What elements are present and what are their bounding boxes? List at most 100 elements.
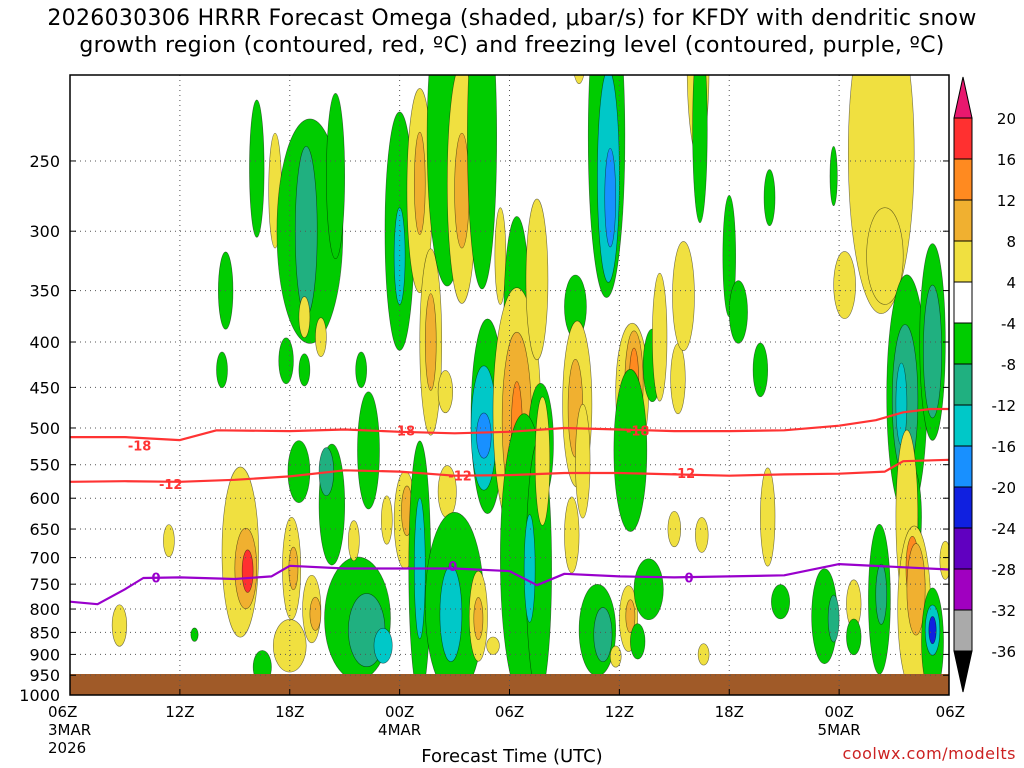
chart-title-line-1: 2026030306 HRRR Forecast Omega (shaded, … <box>47 6 977 31</box>
omega-cell <box>728 280 748 344</box>
colorbar-swatch <box>953 240 973 283</box>
y-axis: 250 300 350 400 450 500 550 600 650 700 750 800 850 9… <box>19 152 949 705</box>
omega-cell <box>866 207 904 305</box>
omega-cell <box>827 594 840 643</box>
colorbar-swatch <box>953 527 973 570</box>
omega-cell <box>486 636 500 655</box>
colorbar-label: -8 <box>1001 356 1016 374</box>
colorbar-label: -28 <box>992 561 1017 579</box>
x-tick-label: 06Z <box>48 703 77 721</box>
colorbar-label: 4 <box>1006 274 1016 292</box>
colorbar-swatch <box>953 363 973 406</box>
contour-label: -12 <box>672 467 696 482</box>
omega-cell <box>163 524 175 558</box>
colorbar-label: -20 <box>992 479 1017 497</box>
y-tick-label: 300 <box>29 222 60 241</box>
x-tick-label: 18Z <box>275 703 304 721</box>
contour-label: -18 <box>626 424 650 439</box>
grid-lines <box>70 75 949 695</box>
colorbar-label: 12 <box>997 192 1016 210</box>
omega-cell <box>467 75 497 290</box>
omega-cell <box>437 370 454 414</box>
omega-cell <box>413 131 426 235</box>
colorbar-label: -24 <box>992 520 1017 538</box>
omega-cell <box>604 148 617 248</box>
x-tick-label: 06Z <box>936 703 965 721</box>
y-tick-label: 900 <box>29 645 60 664</box>
colorbar-swatch <box>953 404 973 447</box>
omega-cell <box>278 337 294 385</box>
omega-cell <box>288 546 299 591</box>
y-tick-label: 800 <box>29 600 60 619</box>
omega-cell <box>697 643 710 666</box>
omega-cell <box>692 75 708 224</box>
y-tick-label: 250 <box>29 152 60 171</box>
omega-cell <box>523 514 536 623</box>
omega-cell <box>473 597 484 641</box>
omega-cell <box>633 558 664 621</box>
omega-cell <box>763 169 776 227</box>
x-axis-title: Forecast Time (UTC) <box>421 746 603 767</box>
y-tick-label: 450 <box>29 378 60 397</box>
contour-0C <box>70 562 949 606</box>
omega-cell <box>906 543 926 636</box>
contour-label: -18 <box>128 439 152 454</box>
chart-title-line-2: growth region (contoured, red, ºC) and f… <box>79 33 945 58</box>
contour--12C <box>70 458 949 483</box>
source-credit: coolwx.com/modelts <box>842 744 1016 763</box>
omega-cell <box>760 467 776 567</box>
omega-cell <box>287 440 311 503</box>
omega-cell <box>928 616 937 645</box>
colorbar-legend: 20 16 12 8 4 -4 -8 -12 -16 -20 -24 -28 -32 -36 <box>953 76 1017 693</box>
y-tick-label: 350 <box>29 282 60 301</box>
colorbar-bottom-triangle <box>953 650 973 693</box>
contour-label: 0 <box>448 560 457 575</box>
colorbar-swatch <box>953 322 973 365</box>
colorbar-swatch <box>953 609 973 652</box>
omega-cell <box>593 607 613 663</box>
contour-labels: -18 -18 -18 -12 -12 -12 0 0 0 <box>128 424 696 586</box>
omega-cell <box>829 146 838 207</box>
omega-cell <box>667 510 682 548</box>
omega-cell <box>672 241 695 351</box>
colorbar-label: 16 <box>997 151 1016 169</box>
omega-cell <box>249 99 265 238</box>
x-tick-label: 00Z <box>385 703 414 721</box>
omega-cell <box>326 93 345 260</box>
omega-cell <box>609 645 622 668</box>
omega-cell <box>348 520 360 562</box>
omega-cell <box>534 396 551 526</box>
omega-shading <box>111 75 949 695</box>
omega-cell <box>111 604 128 647</box>
omega-cell <box>494 207 507 305</box>
colorbar-label: 8 <box>1006 233 1016 251</box>
omega-cell <box>771 584 790 620</box>
y-tick-label: 500 <box>29 419 60 438</box>
omega-cell <box>875 563 888 625</box>
contour--18C <box>70 407 949 442</box>
contour-label: -18 <box>392 424 416 439</box>
colorbar-swatch <box>953 568 973 611</box>
omega-cell <box>373 627 393 664</box>
omega-cell <box>613 368 648 532</box>
x-tick-date: 3MAR <box>48 721 91 739</box>
omega-cell <box>294 146 318 317</box>
y-tick-label: 850 <box>29 623 60 642</box>
omega-cell <box>670 343 686 415</box>
omega-cell <box>846 618 862 656</box>
colorbar-label: -36 <box>992 643 1017 661</box>
x-tick-label: 18Z <box>715 703 744 721</box>
omega-cell <box>216 351 228 389</box>
colorbar-label: -16 <box>992 438 1017 456</box>
y-tick-label: 600 <box>29 489 60 508</box>
x-tick-label: 12Z <box>165 703 194 721</box>
omega-cell <box>357 391 380 510</box>
contour-label: 0 <box>152 571 161 586</box>
omega-cell <box>309 596 322 631</box>
colorbar-swatch <box>953 445 973 488</box>
y-tick-label: 950 <box>29 666 60 685</box>
colorbar-label: -32 <box>992 602 1017 620</box>
omega-cell <box>564 496 580 574</box>
